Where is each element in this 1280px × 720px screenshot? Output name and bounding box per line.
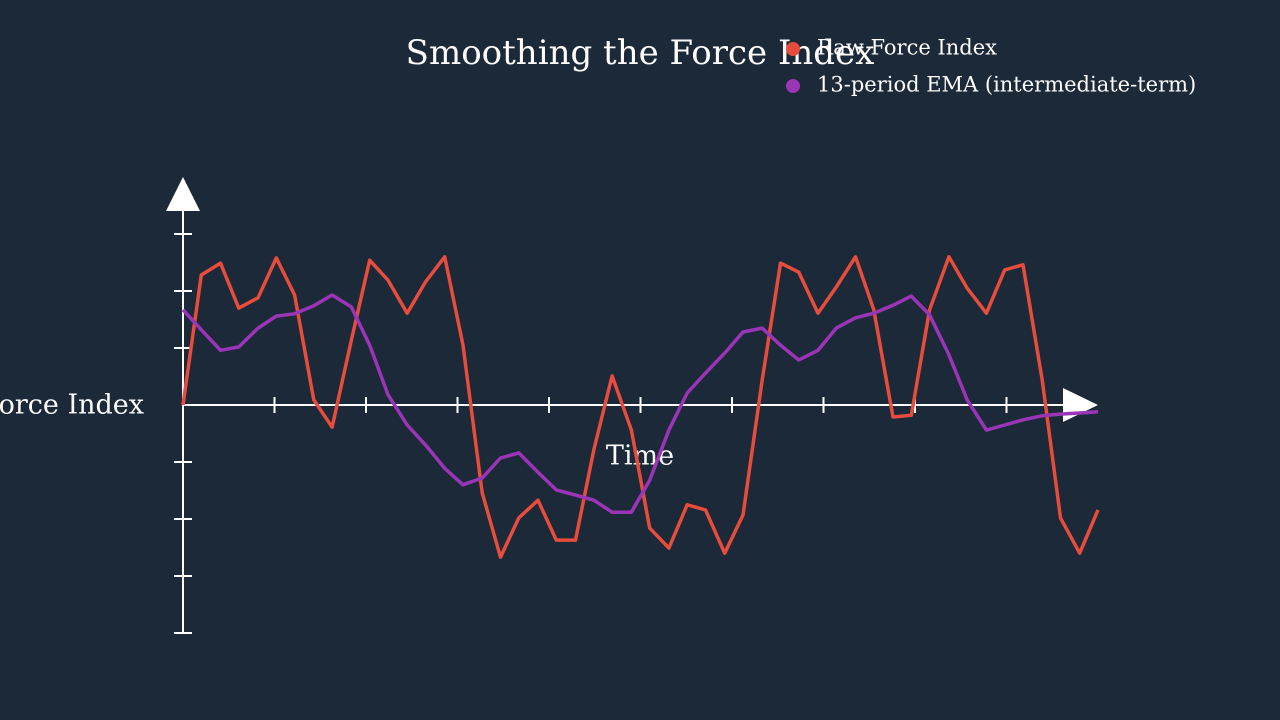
legend-marker: [786, 42, 800, 56]
chart-title: Smoothing the Force Index: [406, 33, 875, 73]
legend-label: Raw Force Index: [817, 36, 997, 60]
legend-marker: [786, 79, 800, 93]
series-line: [181, 255, 1100, 559]
series-line: [181, 293, 1099, 514]
y-axis-label: Force Index: [0, 390, 144, 421]
y-axis-arrow: [166, 177, 200, 211]
legend-label: 13-period EMA (intermediate-term): [817, 73, 1196, 97]
